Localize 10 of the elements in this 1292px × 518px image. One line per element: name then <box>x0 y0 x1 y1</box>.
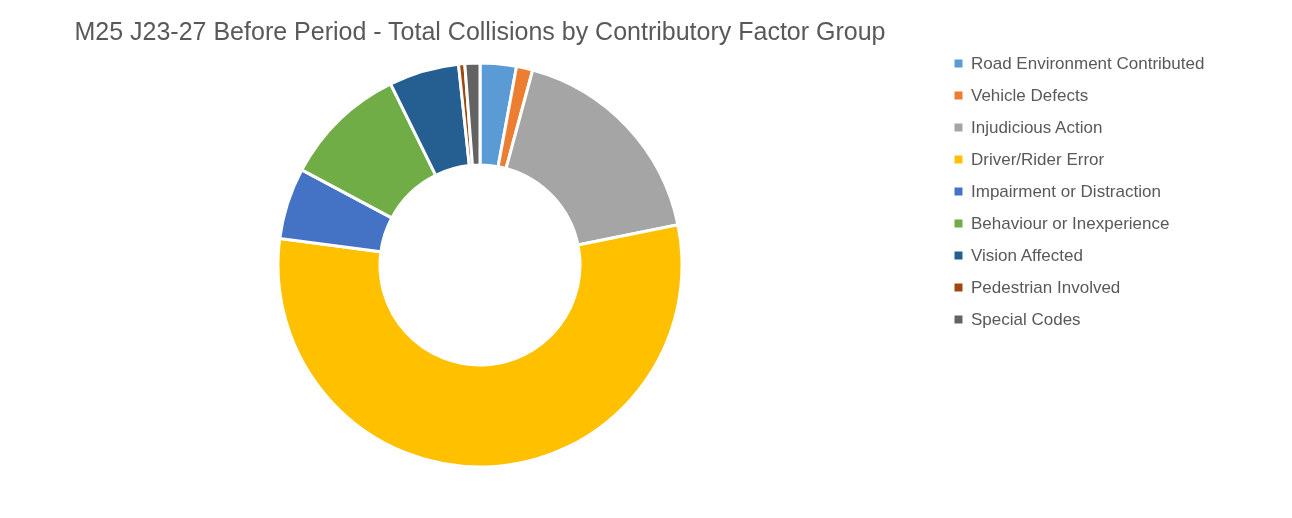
legend-label: Vision Affected <box>971 245 1083 265</box>
legend-label: Special Codes <box>971 309 1081 329</box>
legend-label: Pedestrian Involved <box>971 277 1121 297</box>
legend-label: Road Environment Contributed <box>971 53 1205 73</box>
legend-label: Injudicious Action <box>971 117 1103 137</box>
legend-label: Vehicle Defects <box>971 85 1089 105</box>
legend-label: Impairment or Distraction <box>971 181 1161 201</box>
chart-title: M25 J23-27 Before Period - Total Collisions by Contributory Factor Group <box>74 17 886 45</box>
legend-label: Driver/Rider Error <box>971 149 1105 169</box>
legend-label: Behaviour or Inexperience <box>971 213 1170 233</box>
